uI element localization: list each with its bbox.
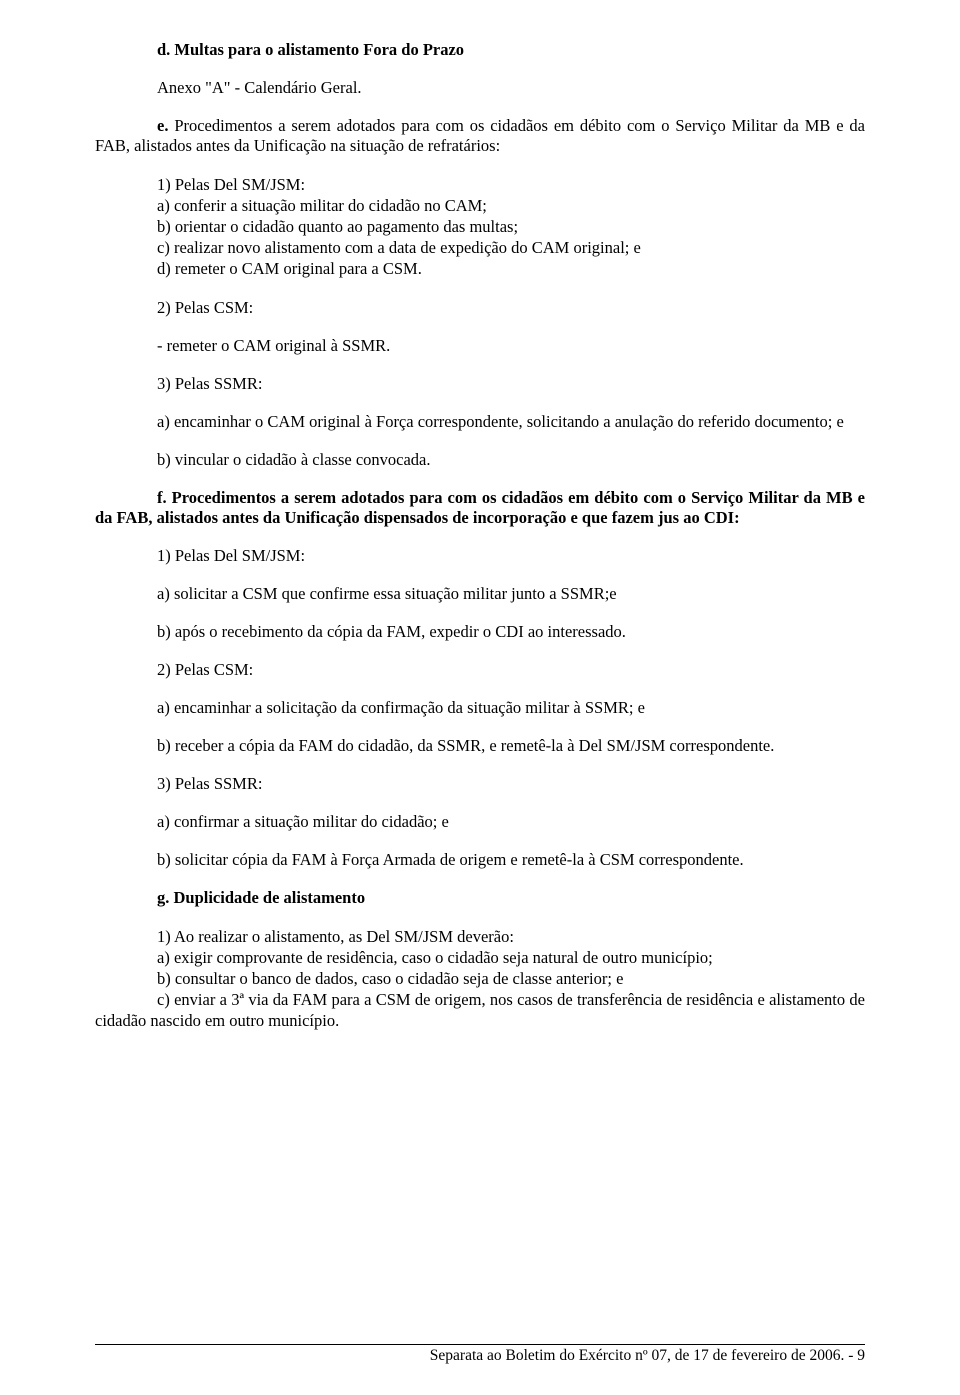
footer: Separata ao Boletim do Exército nº 07, d…	[95, 1344, 865, 1365]
section-f-item2-a: a) encaminhar a solicitação da confirmaç…	[95, 698, 865, 718]
section-f-item1-heading: 1) Pelas Del SM/JSM:	[95, 546, 865, 566]
section-e-item2-line: - remeter o CAM original à SSMR.	[95, 336, 865, 356]
section-e-item1-a: a) conferir a situação militar do cidadã…	[95, 195, 865, 216]
footer-text: Separata ao Boletim do Exército nº 07, d…	[95, 1345, 865, 1365]
section-g-item1: 1) Ao realizar o alistamento, as Del SM/…	[95, 926, 865, 1032]
section-f-item3-b: b) solicitar cópia da FAM à Força Armada…	[95, 850, 865, 870]
section-g-item1-b: b) consultar o banco de dados, caso o ci…	[95, 968, 865, 989]
section-d-title: d. Multas para o alistamento Fora do Pra…	[95, 40, 865, 60]
section-e-prefix: e.	[157, 116, 174, 135]
section-e-item1-heading: 1) Pelas Del SM/JSM:	[95, 174, 865, 195]
section-e-item3-a: a) encaminhar o CAM original à Força cor…	[95, 412, 865, 432]
section-g-item1-c-text: c) enviar a 3ª via da FAM para a CSM de …	[95, 990, 865, 1030]
section-g-item1-c: c) enviar a 3ª via da FAM para a CSM de …	[95, 989, 865, 1031]
section-f-item1-b: b) após o recebimento da cópia da FAM, e…	[95, 622, 865, 642]
section-e-item1-c: c) realizar novo alistamento com a data …	[95, 237, 865, 258]
section-e-intro-text: Procedimentos a serem adotados para com …	[95, 116, 865, 155]
section-f-item2-heading: 2) Pelas CSM:	[95, 660, 865, 680]
section-d-line: Anexo "A" - Calendário Geral.	[95, 78, 865, 98]
section-f-item3-heading: 3) Pelas SSMR:	[95, 774, 865, 794]
section-e-item1: 1) Pelas Del SM/JSM: a) conferir a situa…	[95, 174, 865, 280]
section-e-item2-heading: 2) Pelas CSM:	[95, 298, 865, 318]
section-e-item3-heading: 3) Pelas SSMR:	[95, 374, 865, 394]
section-e-item1-b: b) orientar o cidadão quanto ao pagament…	[95, 216, 865, 237]
section-f-item2-b-text: b) receber a cópia da FAM do cidadão, da…	[157, 736, 774, 755]
section-f-item1-a: a) solicitar a CSM que confirme essa sit…	[95, 584, 865, 604]
section-g-item1-heading: 1) Ao realizar o alistamento, as Del SM/…	[95, 926, 865, 947]
section-f-intro: f. Procedimentos a serem adotados para c…	[95, 488, 865, 528]
section-e-item3-a-text: a) encaminhar o CAM original à Força cor…	[157, 412, 844, 431]
section-e-item1-d: d) remeter o CAM original para a CSM.	[95, 258, 865, 279]
section-g-title: g. Duplicidade de alistamento	[95, 888, 865, 908]
section-e-item3-b: b) vincular o cidadão à classe convocada…	[95, 450, 865, 470]
section-f-item2-b: b) receber a cópia da FAM do cidadão, da…	[95, 736, 865, 756]
section-f-item3-a: a) confirmar a situação militar do cidad…	[95, 812, 865, 832]
section-g-item1-a: a) exigir comprovante de residência, cas…	[95, 947, 865, 968]
section-e-intro: e. Procedimentos a serem adotados para c…	[95, 116, 865, 156]
